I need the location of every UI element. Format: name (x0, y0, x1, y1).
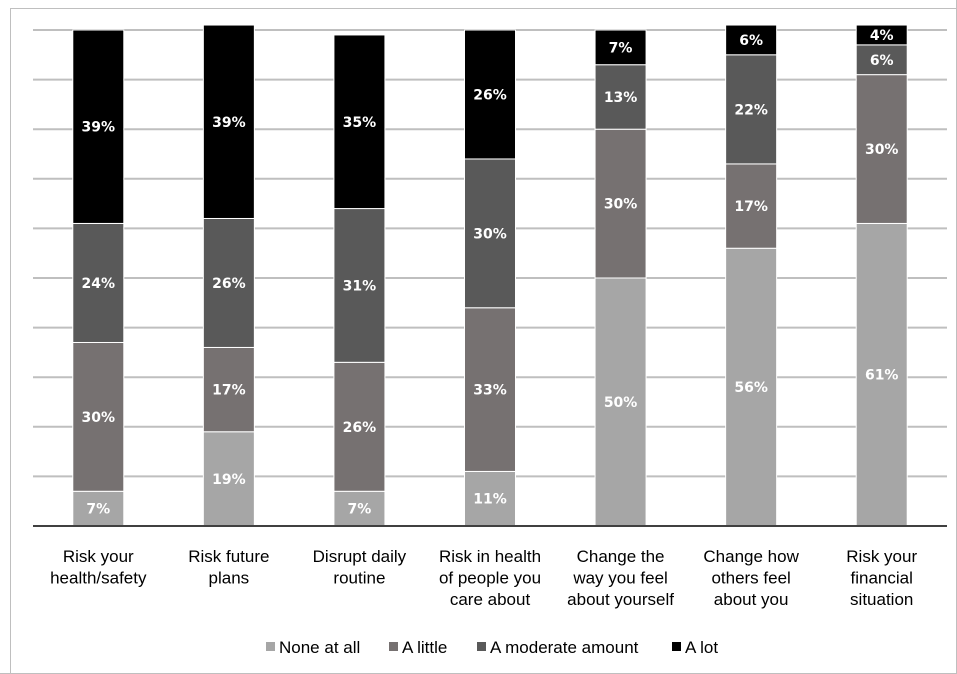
category-label-risk-your-health-safety: Risk your health/safety (50, 547, 147, 588)
bar-a-lot-risk-future-plans (202, 24, 255, 219)
chart-frame-left-edge (10, 8, 11, 674)
category-label-risk-your-financial-situation: Risk your financial situation (846, 547, 917, 609)
chart-frame-top-edge (10, 8, 956, 9)
data-label-a-little-disrupt-daily-routine: 26% (343, 420, 377, 436)
data-label-a-little-risk-your-health-safety: 30% (82, 410, 116, 426)
bar-none-at-all-risk-in-health-of-people-you-care-about (464, 470, 516, 527)
category-label-change-how-others-feel-about-you: Change how others feel about you (703, 547, 799, 609)
bar-none-at-all-risk-future-plans (202, 431, 255, 527)
bar-a-moderate-amount-disrupt-daily-routine (333, 208, 386, 363)
data-labels: 7% 30% 24% 39% 19% 17% 26% 39% 7% 26% 31% 35% 11% 33%… (82, 28, 899, 518)
bar-a-moderate-amount-risk-future-plans (202, 217, 255, 348)
bar-a-little-disrupt-daily-routine (333, 361, 386, 492)
bar-a-moderate-amount-change-how-others-feel-about-you (725, 54, 778, 165)
data-label-none-at-all-risk-in-health-of-people-you-care-about: 11% (473, 492, 507, 508)
legend-label-a-moderate-amount: A moderate amount (490, 638, 639, 657)
bar-a-moderate-amount-risk-your-health-safety (72, 222, 125, 343)
data-label-a-moderate-amount-risk-in-health-of-people-you-care-about: 30% (473, 226, 507, 242)
category-label-risk-in-health-of-people-you-care-about: Risk in health of people you care about (439, 547, 541, 609)
bar-a-lot-disrupt-daily-routine (333, 34, 386, 210)
data-label-a-moderate-amount-risk-your-health-safety: 24% (82, 276, 116, 292)
bar-a-little-risk-future-plans (202, 346, 255, 433)
bar-a-moderate-amount-change-the-way-you-feel-about-yourself (594, 64, 647, 130)
bar-a-little-risk-your-health-safety (72, 341, 125, 492)
legend-label-none-at-all: None at all (279, 638, 360, 657)
legend-swatch-none-at-all (266, 642, 275, 651)
data-label-a-lot-risk-your-health-safety: 39% (82, 120, 116, 136)
data-label-a-lot-change-how-others-feel-about-you: 6% (739, 33, 763, 49)
data-label-a-moderate-amount-risk-future-plans: 26% (212, 276, 246, 292)
category-label-risk-future-plans: Risk future plans (188, 547, 269, 588)
legend-swatch-a-lot (672, 642, 681, 651)
data-label-none-at-all-risk-your-health-safety: 7% (86, 502, 110, 518)
bar-none-at-all-change-how-others-feel-about-you (725, 247, 778, 527)
bar-a-lot-risk-your-financial-situation (855, 24, 908, 46)
bar-none-at-all-change-the-way-you-feel-about-yourself (594, 277, 647, 527)
category-label-disrupt-daily-routine: Disrupt daily routine (313, 547, 407, 588)
data-label-a-lot-disrupt-daily-routine: 35% (343, 115, 377, 131)
data-label-a-little-risk-your-financial-situation: 30% (865, 142, 899, 158)
legend-swatch-a-moderate-amount (477, 642, 486, 651)
data-label-a-little-risk-future-plans: 17% (212, 383, 246, 399)
bar-a-little-change-how-others-feel-about-you (725, 163, 778, 249)
data-label-none-at-all-disrupt-daily-routine: 7% (348, 502, 372, 518)
bar-a-moderate-amount-risk-in-health-of-people-you-care-about (464, 158, 516, 309)
data-label-none-at-all-risk-your-financial-situation: 61% (865, 368, 899, 384)
legend-swatch-a-little (389, 642, 398, 651)
category-label-change-the-way-you-feel-about-yourself: Change the way you feel about yourself (567, 547, 674, 609)
bar-a-little-change-the-way-you-feel-about-yourself (594, 128, 647, 279)
legend-label-a-little: A little (402, 638, 447, 657)
data-label-a-lot-risk-future-plans: 39% (212, 115, 246, 131)
bar-none-at-all-risk-your-health-safety (72, 490, 125, 527)
data-label-none-at-all-change-the-way-you-feel-about-yourself: 50% (604, 395, 638, 411)
legend: None at all A little A moderate amount A lo… (266, 638, 718, 657)
legend-label-a-lot: A lot (685, 638, 718, 657)
data-label-a-lot-change-the-way-you-feel-about-yourself: 7% (609, 40, 633, 56)
data-label-a-moderate-amount-change-the-way-you-feel-about-yourself: 13% (604, 90, 638, 106)
data-label-none-at-all-change-how-others-feel-about-you: 56% (734, 380, 768, 396)
data-label-a-moderate-amount-disrupt-daily-routine: 31% (343, 278, 377, 294)
bar-none-at-all-disrupt-daily-routine (333, 490, 386, 527)
bar-a-lot-risk-your-health-safety (72, 29, 125, 224)
data-label-a-moderate-amount-change-how-others-feel-about-you: 22% (734, 102, 768, 118)
bar-series (72, 24, 908, 527)
bar-a-moderate-amount-risk-your-financial-situation (855, 44, 908, 76)
bar-a-lot-change-how-others-feel-about-you (725, 24, 778, 56)
bar-a-lot-risk-in-health-of-people-you-care-about (464, 29, 516, 160)
data-label-a-little-change-the-way-you-feel-about-yourself: 30% (604, 197, 638, 213)
data-label-a-moderate-amount-risk-your-financial-situation: 6% (870, 53, 894, 69)
data-label-none-at-all-risk-future-plans: 19% (212, 472, 246, 488)
category-labels: Risk your health/safety Risk future plans Di… (50, 547, 917, 609)
data-label-a-little-change-how-others-feel-about-you: 17% (734, 199, 768, 215)
data-label-a-lot-risk-your-financial-situation: 4% (870, 28, 894, 44)
bar-a-lot-change-the-way-you-feel-about-yourself (594, 29, 647, 66)
bar-a-little-risk-in-health-of-people-you-care-about (464, 307, 516, 472)
data-label-a-little-risk-in-health-of-people-you-care-about: 33% (473, 383, 507, 399)
data-label-a-lot-risk-in-health-of-people-you-care-about: 26% (473, 87, 507, 103)
